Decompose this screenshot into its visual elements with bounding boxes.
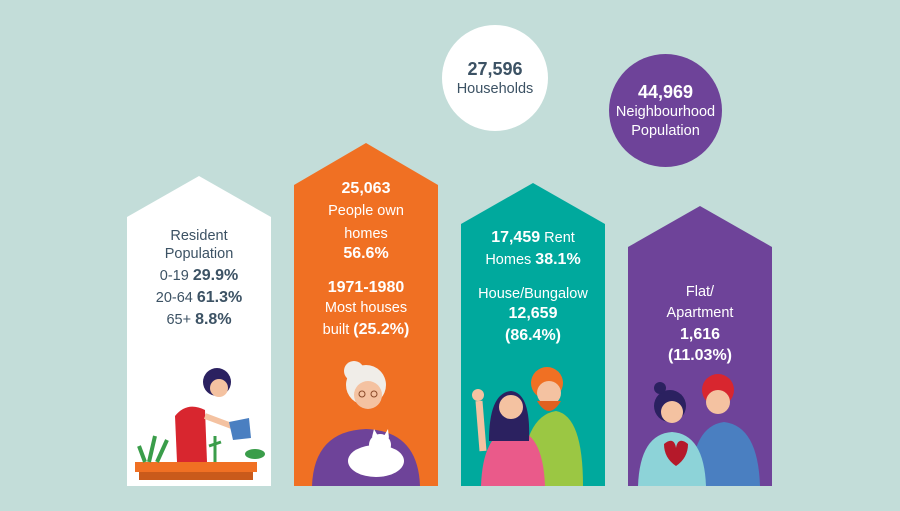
resident-population-house: Resident Population 0-19 29.9% 20-64 61.… <box>127 176 271 486</box>
renters-line2: Homes <box>485 252 532 268</box>
flat-value: 1,616 <box>679 326 721 343</box>
renters-value: 17,459 <box>491 229 541 246</box>
built-percent: (25.2%) <box>353 321 410 338</box>
built-line3: Most houses <box>324 300 408 316</box>
population-label-2: Population <box>631 122 700 139</box>
owners-value: 25,063 <box>341 180 391 197</box>
households-label: Households <box>456 80 534 97</box>
house-shape <box>127 176 271 486</box>
population-value: 44,969 <box>637 81 694 102</box>
owners-line2: homes <box>344 226 388 242</box>
flat-apartment-house: Flat/ Apartment 1,616 (11.03%) <box>628 206 772 486</box>
age-row: 0-19 29.9% <box>159 267 239 284</box>
owners-percent: 56.6% <box>343 245 389 262</box>
population-circle: 44,969 Neighbourhood Population <box>609 54 722 167</box>
renters-house: 17,459 Rent Homes 38.1% House/Bungalow 1… <box>461 183 605 486</box>
couple-with-heart-illustration <box>638 374 760 486</box>
house-type-value: 12,659 <box>508 305 558 322</box>
woman-watering-plants-illustration <box>135 368 265 480</box>
renters-suffix: Rent <box>544 230 575 246</box>
flat-line2: Apartment <box>666 305 734 321</box>
built-line4: built <box>322 322 350 338</box>
households-value: 27,596 <box>467 58 523 79</box>
population-label-1: Neighbourhood <box>615 103 716 120</box>
age-row: 65+ 8.8% <box>166 311 232 328</box>
couple-waving-illustration <box>472 367 583 486</box>
resident-title-2: Population <box>164 246 234 262</box>
flat-line1: Flat/ <box>685 284 715 300</box>
house-type-percent: (86.4%) <box>504 327 562 344</box>
owners-line1: People own <box>328 203 404 219</box>
resident-title-1: Resident <box>170 228 228 244</box>
homeowners-house: 25,063 People own homes 56.6% 1971-1980 … <box>294 143 438 486</box>
house-type: House/Bungalow <box>478 286 588 302</box>
age-row: 20-64 61.3% <box>155 289 243 306</box>
flat-percent: (11.03%) <box>667 347 733 364</box>
households-circle: 27,596 Households <box>442 25 548 131</box>
renters-percent: 38.1% <box>535 251 581 268</box>
grandmother-with-cat-illustration <box>312 361 420 486</box>
house-shape <box>294 143 438 486</box>
built-years: 1971-1980 <box>327 279 405 296</box>
